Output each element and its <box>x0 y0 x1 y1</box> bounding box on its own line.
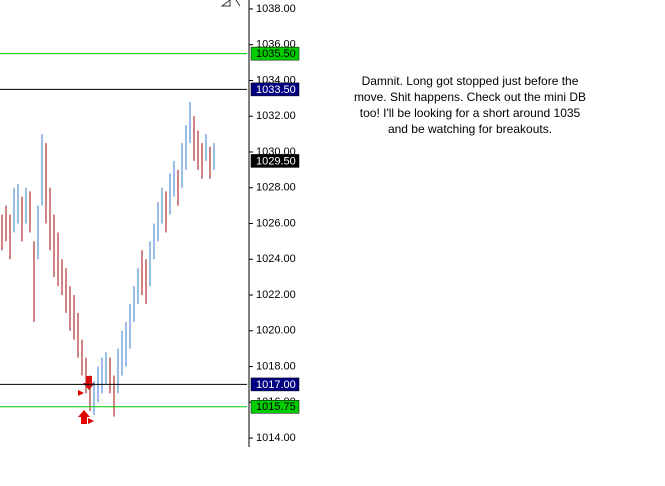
y-tick-label: 1022.00 <box>256 289 296 301</box>
price-level-box <box>250 377 300 392</box>
price-level-box <box>250 82 300 97</box>
annotation-line: move. Shit happens. Check out the mini D… <box>354 90 586 104</box>
price-level-label: 1035.50 <box>256 48 296 60</box>
price-level-label: 1017.00 <box>256 379 296 391</box>
price-level-box <box>250 400 300 414</box>
y-tick-label: 1026.00 <box>256 217 296 229</box>
y-tick-label: 1024.00 <box>256 253 296 265</box>
y-tick-label: 1038.00 <box>256 3 296 15</box>
price-level-box <box>250 154 300 168</box>
scroll-marker <box>220 0 241 7</box>
annotation-line: Damnit. Long got stopped just before the <box>362 74 579 88</box>
y-tick-label: 1018.00 <box>256 360 296 372</box>
annotation-line: too! I'll be looking for a short around … <box>360 106 581 120</box>
price-level-label: 1015.75 <box>256 401 296 413</box>
price-level-box <box>250 46 300 61</box>
y-tick-label: 1014.00 <box>256 432 296 444</box>
annotation-line: and be watching for breakouts. <box>388 122 552 136</box>
y-tick-label: 1028.00 <box>256 182 296 194</box>
annotation: Damnit. Long got stopped just before the… <box>354 74 586 136</box>
price-level-label: 1033.50 <box>256 84 296 96</box>
y-tick-label: 1032.00 <box>256 110 296 122</box>
y-tick-label: 1020.00 <box>256 325 296 337</box>
price-level-label: 1029.50 <box>256 155 296 167</box>
